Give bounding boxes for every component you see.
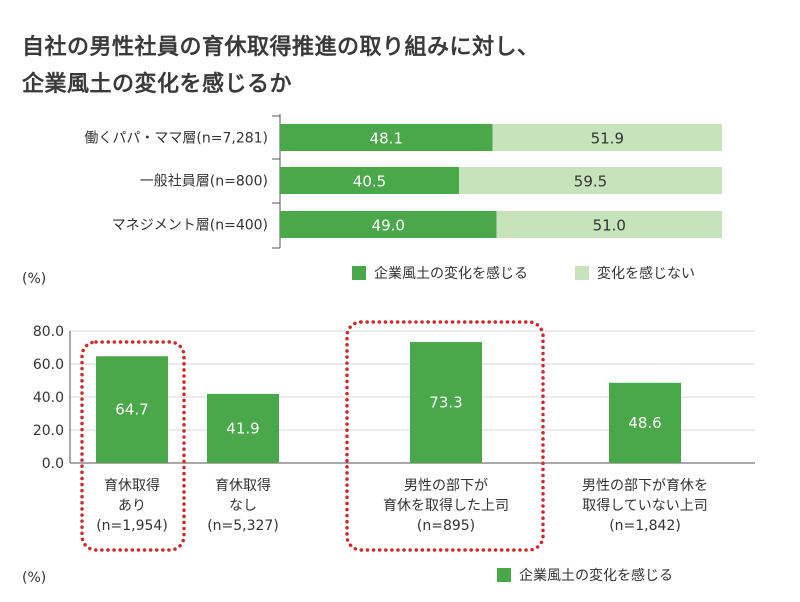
highlight-box: [345, 320, 545, 552]
legend-swatch: [497, 568, 511, 582]
y-tick-label: 80.0: [33, 324, 64, 340]
bar: [410, 342, 482, 463]
unit-label: (%): [22, 570, 46, 586]
legend-label: 企業風土の変化を感じる: [519, 567, 673, 584]
data-label: 49.0: [372, 217, 405, 235]
data-label: 51.9: [591, 130, 624, 148]
x-category-label: 育休取得: [215, 477, 271, 494]
legend-label: 変化を感じない: [597, 265, 695, 282]
bar-segment: [280, 124, 493, 151]
y-tick-label: 0.0: [42, 456, 64, 472]
data-label: 48.1: [370, 130, 403, 148]
x-category-label: 男性の部下が: [404, 478, 488, 494]
category-label: 一般社員層(n=800): [140, 174, 268, 190]
bar: [207, 393, 279, 463]
x-category-label: 取得していない上司: [582, 497, 708, 514]
data-label: 40.5: [353, 173, 386, 191]
x-category-label: 男性の部下が育休を: [582, 478, 708, 494]
bar-segment: [280, 211, 497, 238]
bar-segment: [496, 211, 722, 238]
bar: [609, 382, 681, 463]
data-label: 73.3: [429, 394, 462, 412]
chart-title-line-1: 自社の男性社員の育休取得推進の取り組みに対し、: [22, 35, 540, 60]
data-label: 48.6: [628, 414, 661, 432]
x-category-label: (n=895): [417, 518, 475, 534]
x-category-label: (n=5,327): [207, 518, 279, 534]
bar-segment: [459, 167, 722, 194]
bar-segment: [280, 167, 460, 194]
x-category-label: あり: [118, 498, 146, 514]
category-label: マネジメント層(n=400): [112, 218, 268, 234]
x-category-label: (n=1,842): [609, 518, 681, 534]
bar: [96, 356, 168, 463]
chart-title-line-2: 企業風土の変化を感じるか: [22, 72, 293, 97]
x-category-label: (n=1,954): [96, 518, 168, 534]
x-category-label: なし: [229, 498, 257, 514]
category-label: 働くパパ・ママ層(n=7,281): [84, 131, 268, 147]
x-category-label: 育休を取得した上司: [383, 497, 509, 514]
y-tick-label: 20.0: [33, 423, 64, 439]
data-label: 59.5: [574, 173, 607, 191]
legend-label: 企業風土の変化を感じる: [374, 265, 528, 282]
unit-label: (%): [22, 271, 46, 287]
y-tick-label: 40.0: [33, 390, 64, 406]
y-tick-label: 60.0: [33, 357, 64, 373]
highlight-box: [80, 340, 186, 552]
data-label: 51.0: [593, 217, 626, 235]
legend-swatch: [352, 266, 366, 280]
legend-swatch: [575, 266, 589, 280]
x-category-label: 育休取得: [104, 477, 160, 494]
data-label: 41.9: [226, 419, 259, 437]
bar-segment: [492, 124, 722, 151]
data-label: 64.7: [115, 401, 148, 419]
